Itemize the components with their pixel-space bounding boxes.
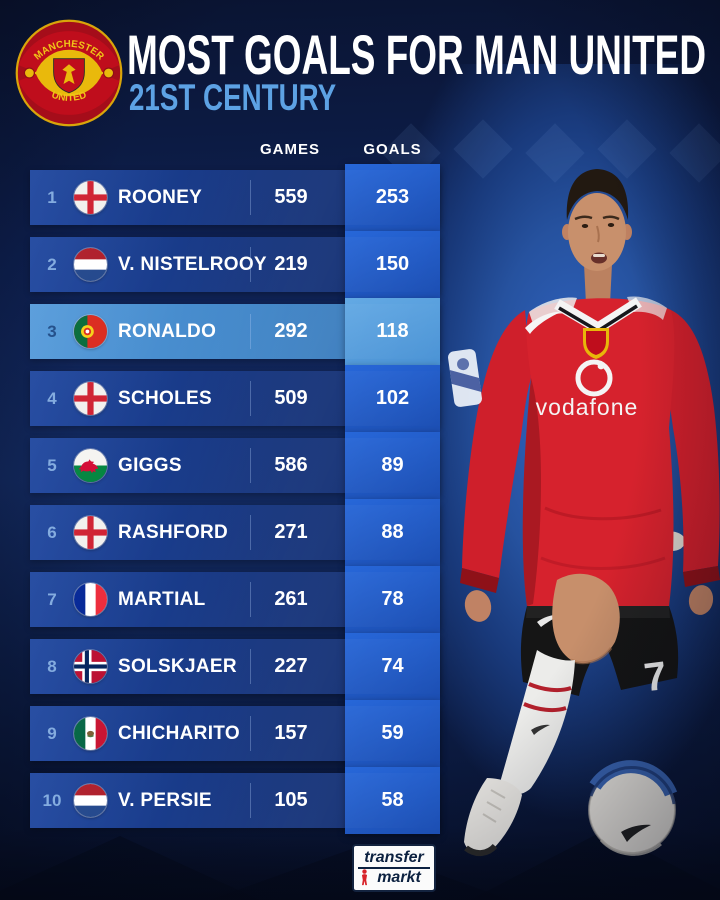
goals-value: 59 bbox=[381, 722, 404, 744]
column-header-goals: GOALS bbox=[363, 141, 422, 158]
column-divider bbox=[250, 515, 251, 550]
column-divider bbox=[250, 180, 251, 215]
player-name: SOLSKJAER bbox=[118, 656, 237, 677]
transfermarkt-logo-line1: transfer bbox=[358, 849, 430, 869]
goals-value-box: 88 bbox=[345, 499, 440, 566]
netherlands-flag-icon bbox=[74, 248, 107, 281]
transfermarkt-logo: transfer markt bbox=[352, 844, 436, 892]
portugal-flag-icon bbox=[74, 315, 107, 348]
mexico-flag-icon bbox=[74, 717, 107, 750]
goals-value-box: 253 bbox=[345, 164, 440, 231]
table-row: 2 V. NISTELROOY 219 150 bbox=[30, 231, 440, 298]
column-divider bbox=[250, 783, 251, 818]
rank-label: 4 bbox=[47, 389, 57, 408]
goals-value-box: 74 bbox=[345, 633, 440, 700]
column-header-games: GAMES bbox=[259, 141, 320, 158]
norway-flag-icon bbox=[74, 650, 107, 683]
sponsor-text: vodafone bbox=[536, 394, 639, 420]
table-row: 7 MARTIAL 261 78 bbox=[30, 566, 440, 633]
games-value: 559 bbox=[274, 186, 308, 208]
goals-value-box: 78 bbox=[345, 566, 440, 633]
france-flag-icon bbox=[74, 583, 107, 616]
goals-value: 253 bbox=[375, 186, 410, 208]
player-name: RONALDO bbox=[118, 321, 217, 342]
goals-value: 118 bbox=[376, 320, 409, 342]
england-flag-icon bbox=[74, 516, 107, 549]
football-icon bbox=[588, 760, 678, 856]
england-flag-icon bbox=[74, 382, 107, 415]
games-value: 227 bbox=[274, 655, 308, 677]
rank-label: 2 bbox=[47, 255, 57, 274]
games-value: 105 bbox=[274, 789, 308, 811]
games-value: 509 bbox=[274, 387, 308, 409]
goals-value-box: 59 bbox=[345, 700, 440, 767]
games-value: 261 bbox=[274, 588, 308, 610]
ronaldo-player-photo: vodafone 7 bbox=[448, 169, 720, 856]
wales-flag-icon bbox=[74, 449, 107, 482]
games-value: 271 bbox=[274, 521, 308, 543]
table-row: 10 V. PERSIE 105 58 bbox=[30, 767, 440, 834]
player-name: ROONEY bbox=[118, 187, 203, 208]
games-value: 586 bbox=[274, 454, 308, 476]
england-flag-icon bbox=[74, 181, 107, 214]
games-value: 219 bbox=[274, 253, 308, 275]
column-divider bbox=[250, 247, 251, 282]
ranking-rows: 1 ROONEY 559 253 2 V. NISTELROOY 219 150… bbox=[30, 164, 440, 840]
column-divider bbox=[250, 314, 251, 349]
table-row: 6 RASHFORD 271 88 bbox=[30, 499, 440, 566]
rank-label: 9 bbox=[47, 724, 57, 743]
rank-label: 5 bbox=[47, 456, 57, 475]
table-row: 4 SCHOLES 509 102 bbox=[30, 365, 440, 432]
goals-value-box: 58 bbox=[345, 767, 440, 834]
manchester-united-crest-icon: MANCHESTER UNITED bbox=[15, 19, 123, 127]
goals-value: 58 bbox=[381, 789, 404, 811]
player-name: GIGGS bbox=[118, 455, 182, 476]
transfermarkt-figure-icon bbox=[361, 869, 368, 886]
table-row: 3 RONALDO 292 118 bbox=[30, 298, 440, 365]
page-subtitle: 21ST CENTURY bbox=[129, 77, 337, 118]
goals-value-box: 118 bbox=[345, 298, 440, 365]
table-row: 1 ROONEY 559 253 bbox=[30, 164, 440, 231]
player-name: V. NISTELROOY bbox=[118, 254, 267, 275]
rank-label: 10 bbox=[42, 791, 62, 810]
table-row: 8 SOLSKJAER 227 74 bbox=[30, 633, 440, 700]
player-name: RASHFORD bbox=[118, 522, 229, 543]
transfermarkt-logo-line2: markt bbox=[358, 869, 430, 886]
rank-label: 7 bbox=[47, 590, 57, 609]
goals-value: 150 bbox=[375, 253, 410, 275]
games-value: 292 bbox=[274, 320, 308, 342]
rank-label: 1 bbox=[47, 188, 57, 207]
goals-value: 89 bbox=[381, 454, 404, 476]
goals-value-box: 89 bbox=[345, 432, 440, 499]
player-name: MARTIAL bbox=[118, 589, 206, 610]
rank-label: 3 bbox=[47, 322, 57, 341]
table-row: 9 CHICHARITO 157 59 bbox=[30, 700, 440, 767]
goals-value: 88 bbox=[381, 521, 404, 543]
netherlands-flag-icon bbox=[74, 784, 107, 817]
goals-value: 102 bbox=[375, 387, 410, 409]
column-divider bbox=[250, 381, 251, 416]
goals-value: 78 bbox=[381, 588, 404, 610]
goals-value-box: 102 bbox=[345, 365, 440, 432]
player-name: V. PERSIE bbox=[118, 790, 212, 811]
table-row: 5 GIGGS 586 89 bbox=[30, 432, 440, 499]
column-divider bbox=[250, 716, 251, 751]
games-value: 157 bbox=[274, 722, 308, 744]
player-name: CHICHARITO bbox=[118, 723, 240, 744]
column-divider bbox=[250, 582, 251, 617]
column-divider bbox=[250, 448, 251, 483]
rank-label: 8 bbox=[47, 657, 57, 676]
player-name: SCHOLES bbox=[118, 388, 212, 409]
column-divider bbox=[250, 649, 251, 684]
goals-value: 74 bbox=[381, 655, 404, 677]
rank-label: 6 bbox=[47, 523, 57, 542]
sleeve-badge-icon bbox=[448, 349, 482, 407]
goals-value-box: 150 bbox=[345, 231, 440, 298]
